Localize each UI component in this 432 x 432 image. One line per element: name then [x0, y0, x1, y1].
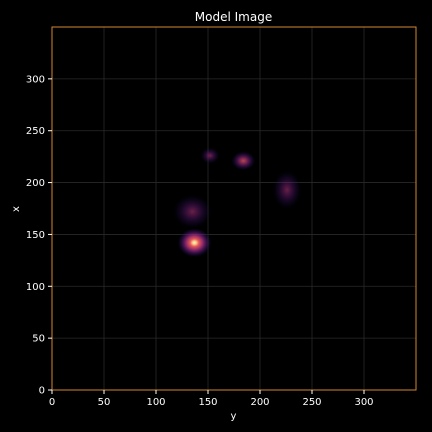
x-tick-label: 300	[354, 397, 373, 408]
y-tick-label: 250	[26, 126, 45, 137]
source-blob	[177, 227, 212, 258]
plot-area	[52, 27, 416, 390]
source-blob	[200, 146, 221, 165]
y-tick-label: 100	[26, 282, 45, 293]
y-tick-label: 0	[39, 386, 45, 397]
plot-frame	[51, 26, 417, 391]
source-blob	[272, 169, 303, 210]
y-tick-label: 300	[26, 74, 45, 85]
y-tick-label: 200	[26, 178, 45, 189]
grid-lines	[51, 27, 416, 391]
chart-title: Model Image	[195, 10, 272, 24]
y-tick-label: 150	[26, 230, 45, 241]
x-tick-label: 250	[302, 397, 321, 408]
x-axis-label: y	[231, 411, 237, 422]
x-tick-label: 50	[98, 397, 111, 408]
source-blob	[172, 194, 213, 230]
y-axis-ticks: 0 50 100 150 200 250 300	[26, 74, 52, 397]
x-tick-label: 0	[49, 397, 55, 408]
y-axis-label: x	[11, 206, 22, 212]
source-blobs	[172, 146, 303, 258]
source-blob	[230, 150, 256, 171]
x-tick-label: 100	[146, 397, 165, 408]
x-tick-label: 200	[250, 397, 269, 408]
x-tick-label: 150	[198, 397, 217, 408]
y-tick-label: 50	[32, 334, 45, 345]
x-axis-ticks: 0 50 100 150 200 250 300	[49, 390, 374, 408]
